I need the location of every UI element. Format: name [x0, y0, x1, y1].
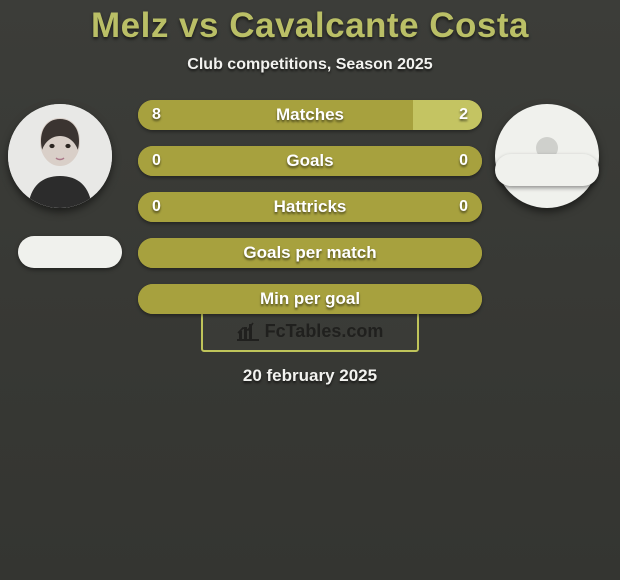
stat-bar-left-segment	[138, 100, 413, 130]
page-subtitle: Club competitions, Season 2025	[0, 56, 620, 74]
stat-bar-left-segment	[138, 238, 482, 268]
stat-bar-right-segment	[413, 100, 482, 130]
stat-bar: 00Goals	[138, 146, 482, 176]
stat-bar: Min per goal	[138, 284, 482, 314]
player-right-club-badge	[495, 154, 599, 186]
stat-bar-right-segment	[310, 192, 482, 222]
player-left-avatar	[8, 104, 112, 208]
page-title: Melz vs Cavalcante Costa	[0, 0, 620, 46]
stat-bar-right-segment	[310, 146, 482, 176]
stat-bar-left-segment	[138, 146, 310, 176]
stat-bar-left-value: 0	[152, 192, 161, 222]
stat-bar-left-segment	[138, 284, 482, 314]
stat-bar: 00Hattricks	[138, 192, 482, 222]
stat-bar: Goals per match	[138, 238, 482, 268]
stat-bars: 82Matches00Goals00HattricksGoals per mat…	[138, 100, 482, 330]
stat-bar-left-segment	[138, 192, 310, 222]
stat-bar-right-value: 0	[459, 146, 468, 176]
player-left-club-badge	[18, 236, 122, 268]
stat-bar-left-value: 8	[152, 100, 161, 130]
stat-bar-right-value: 2	[459, 100, 468, 130]
stat-bar-left-value: 0	[152, 146, 161, 176]
stat-bar: 82Matches	[138, 100, 482, 130]
person-icon	[8, 104, 112, 208]
stat-bar-right-value: 0	[459, 192, 468, 222]
date-label: 20 february 2025	[0, 366, 620, 386]
